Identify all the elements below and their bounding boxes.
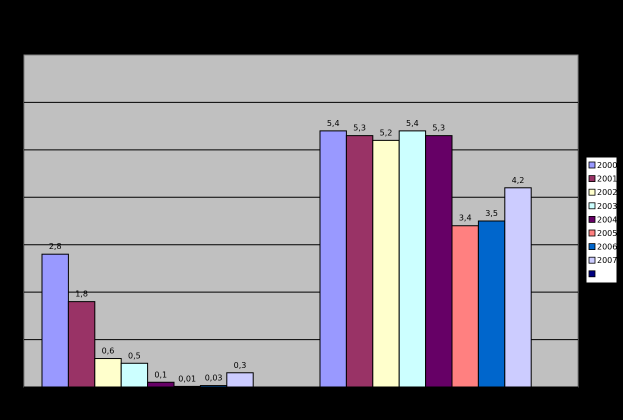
bar-2006-group-1 — [199, 385, 228, 388]
value-label: 3,4 — [459, 214, 472, 223]
value-label: 0,01 — [178, 374, 196, 383]
legend-swatch-2007 — [588, 256, 596, 264]
legend-label-2006: 2006 — [597, 243, 617, 252]
legend: 2000 2001 2002 2003 2004 2005 2006 2007 — [585, 156, 618, 284]
bar-2004-group-1 — [147, 381, 175, 388]
value-label: 2,8 — [49, 242, 62, 251]
value-label: 5,4 — [406, 119, 419, 128]
bar-2000-group-2 — [319, 130, 347, 388]
bar-2006-group-2 — [477, 220, 506, 388]
legend-swatch-2006 — [588, 243, 596, 251]
value-label: 5,2 — [380, 128, 393, 137]
value-label: 4,2 — [512, 176, 525, 185]
value-label: 0,03 — [205, 374, 223, 383]
bar-2007-group-2 — [504, 187, 532, 388]
legend-label-2001: 2001 — [597, 175, 617, 184]
legend-swatch-2002 — [588, 188, 596, 196]
bar-2005-group-1 — [173, 385, 201, 388]
bar-2000-group-1 — [41, 253, 69, 388]
value-labels: 2,8 5,4 1,8 5,3 0,6 5,2 0,5 5,4 0,1 5,3 0,01 3,4 0,0… — [49, 119, 525, 384]
bar-2002-group-2 — [372, 139, 400, 388]
legend-swatch-2001 — [588, 175, 596, 183]
value-label: 0,6 — [102, 347, 115, 356]
legend-label-2005: 2005 — [597, 229, 617, 238]
value-label: 0,1 — [154, 370, 167, 379]
bar-2004-group-2 — [425, 135, 453, 388]
bars — [41, 130, 532, 388]
bar-2005-group-2 — [451, 225, 479, 388]
legend-swatch-extra — [588, 270, 596, 278]
value-label: 5,3 — [353, 124, 366, 133]
legend-swatch-2005 — [588, 229, 596, 237]
legend-swatch-2000 — [588, 161, 596, 169]
legend-label-2000: 2000 — [597, 161, 617, 170]
bar-2001-group-1 — [67, 301, 96, 388]
legend-swatch-2003 — [588, 202, 596, 210]
bar-2007-group-1 — [226, 372, 254, 388]
value-label: 0,5 — [128, 351, 141, 360]
bar-2002-group-1 — [94, 358, 122, 388]
value-label: 3,5 — [485, 209, 498, 218]
value-label: 0,3 — [234, 361, 247, 370]
legend-label-2004: 2004 — [597, 215, 617, 224]
bar-2003-group-2 — [398, 130, 427, 388]
bar-2001-group-2 — [345, 135, 374, 388]
legend-label-2002: 2002 — [597, 188, 617, 197]
legend-label-2003: 2003 — [597, 202, 617, 211]
value-label: 5,4 — [327, 119, 340, 128]
legend-swatch-2004 — [588, 215, 596, 223]
bar-2003-group-1 — [120, 362, 149, 388]
value-label: 1,8 — [75, 290, 88, 299]
value-label: 5,3 — [432, 124, 445, 133]
legend-label-2007: 2007 — [597, 256, 617, 265]
